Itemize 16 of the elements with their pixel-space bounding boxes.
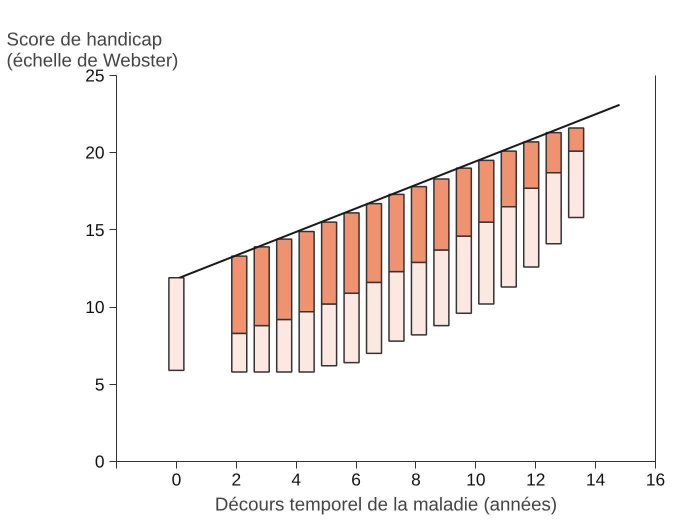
y-tick-label: 20 [85,142,105,163]
x-tick-label: 16 [646,470,666,490]
x-tick-label: 12 [526,470,546,490]
x-tick-label: 10 [466,470,486,490]
x-tick-label: 0 [172,470,182,490]
bar [168,277,185,372]
x-tick-label: 2 [231,470,242,490]
x-axis-title: Décours temporel de la maladie (années) [214,494,558,514]
y-tick-label: 15 [85,220,105,240]
x-tick-label: 4 [291,470,302,490]
x-tick-label: 8 [411,470,421,490]
x-tick-label: 14 [586,470,606,490]
x-tick-label: 6 [351,470,361,490]
y-tick-label: 5 [94,374,105,394]
y-tick-label: 10 [85,297,105,318]
y-tick-label: 0 [94,452,105,472]
